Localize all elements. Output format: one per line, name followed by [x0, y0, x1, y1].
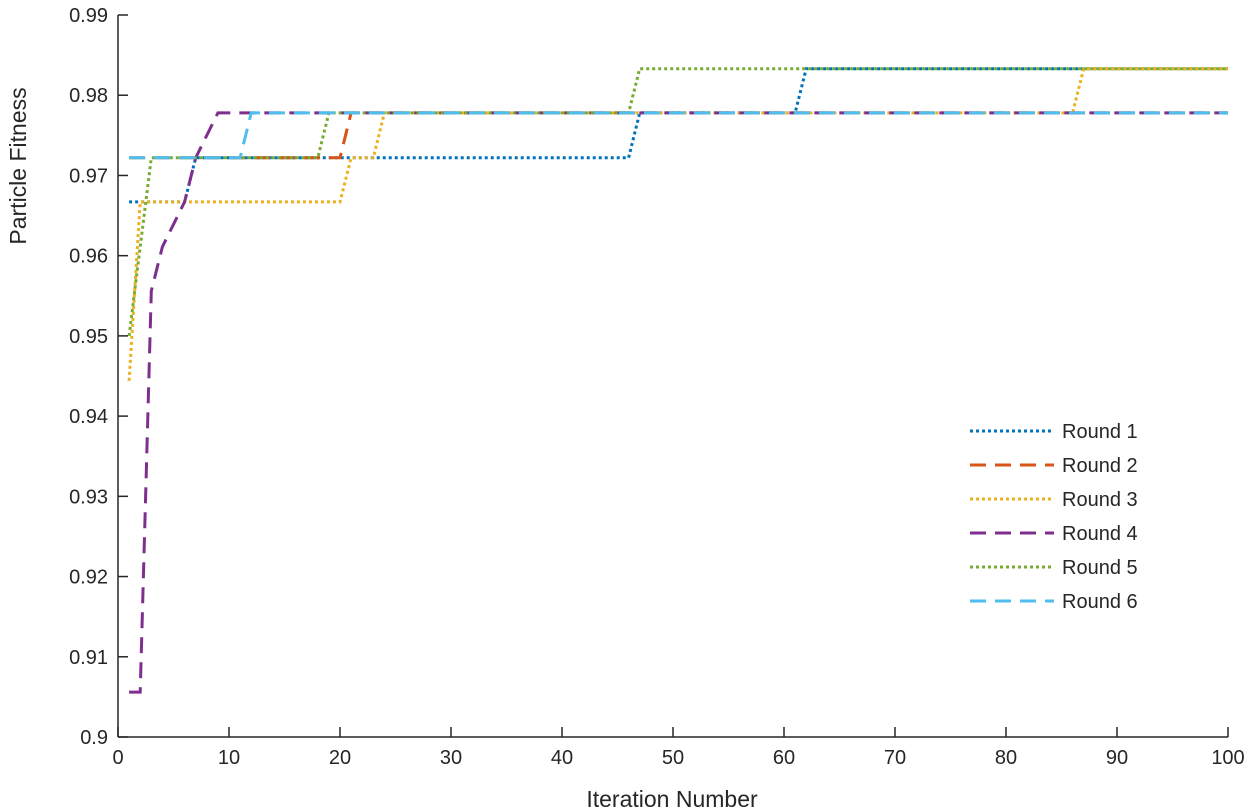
- axes: [117, 15, 1228, 738]
- x-tick-label: 50: [662, 747, 684, 769]
- y-tick-label: 0.9: [80, 727, 108, 749]
- legend-label-round-1: Round 1: [1062, 421, 1138, 443]
- y-tick-label: 0.93: [69, 486, 108, 508]
- x-tick-label: 10: [218, 747, 240, 769]
- x-tick-label: 60: [773, 747, 795, 769]
- y-tick-label: 0.91: [69, 647, 108, 669]
- x-ticks: 0 10 20 30 40 50 60 70 80 90 100: [112, 727, 1245, 769]
- y-tick-label: 0.99: [69, 5, 108, 27]
- x-tick-label: 100: [1211, 747, 1244, 769]
- legend-label-round-4: Round 4: [1062, 523, 1138, 545]
- series-line-round-3: [127, 67, 1228, 381]
- x-tick-label: 20: [329, 747, 351, 769]
- series-line-round-4: [129, 111, 1228, 694]
- legend-label-round-2: Round 2: [1062, 455, 1138, 477]
- y-tick-label: 0.94: [69, 406, 108, 428]
- x-tick-label: 70: [884, 747, 906, 769]
- series-line-round-2: [129, 111, 1228, 160]
- legend: Round 1 Round 2 Round 3 Round 4 Round 5 Round…: [970, 421, 1138, 613]
- x-tick-label: 90: [1106, 747, 1128, 769]
- y-tick-label: 0.97: [69, 165, 108, 187]
- series-line-round-1: [129, 67, 1228, 204]
- legend-label-round-5: Round 5: [1062, 557, 1138, 579]
- series-line-round-6: [129, 111, 1228, 160]
- x-tick-label: 30: [440, 747, 462, 769]
- y-tick-label: 0.92: [69, 567, 108, 589]
- x-tick-label: 80: [995, 747, 1017, 769]
- y-tick-label: 0.95: [69, 326, 108, 348]
- legend-label-round-6: Round 6: [1062, 591, 1138, 613]
- y-ticks: 0.9 0.91 0.92 0.93 0.94 0.95 0.96 0.97 0.98 0.99: [69, 5, 128, 749]
- y-axis-label: Particle Fitness: [5, 87, 31, 244]
- y-tick-label: 0.98: [69, 85, 108, 107]
- legend-label-round-3: Round 3: [1062, 489, 1138, 511]
- x-tick-label: 40: [551, 747, 573, 769]
- y-tick-label: 0.96: [69, 246, 108, 268]
- series-layer: [127, 67, 1228, 694]
- x-tick-label: 0: [112, 747, 123, 769]
- x-axis-label: Iteration Number: [586, 786, 758, 812]
